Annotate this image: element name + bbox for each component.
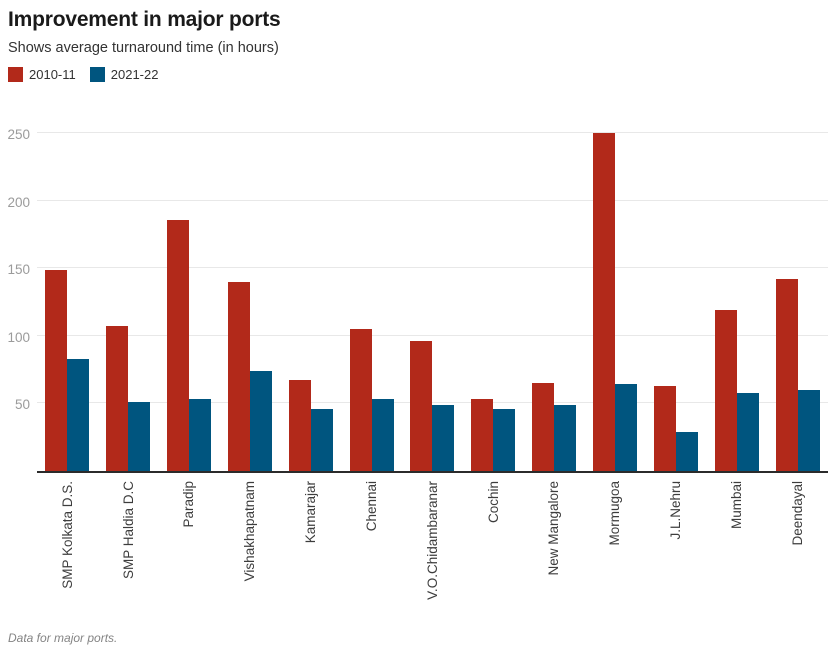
gridline (37, 335, 828, 336)
gridline (37, 267, 828, 268)
x-axis-label-cell: Deendayal (767, 481, 828, 616)
bar-2010-11 (471, 399, 494, 471)
x-axis: SMP Kolkata D.S. SMP Haldia D.C Paradip Vis… (37, 481, 828, 616)
plot-area (37, 120, 828, 473)
gridline (37, 402, 828, 403)
bar-2010-11 (410, 341, 433, 471)
bar-2021-22 (249, 371, 272, 471)
bar-2010-11 (167, 220, 190, 471)
bar-group (706, 120, 767, 471)
gridline (37, 132, 828, 133)
x-axis-label: J.L.Nehru (668, 481, 684, 540)
y-axis-label: 250 (7, 127, 30, 142)
bar-2021-22 (736, 393, 759, 471)
bar-2010-11 (653, 386, 676, 471)
bar-2021-22 (128, 402, 151, 471)
y-axis-label: 100 (7, 329, 30, 345)
bar-group (280, 120, 341, 471)
x-axis-label-cell: Mormugoa (585, 481, 646, 616)
bar-2010-11 (593, 133, 616, 471)
bar-group (402, 120, 463, 471)
x-axis-label-cell: Cochin (463, 481, 524, 616)
bar-group (159, 120, 220, 471)
bar-group (37, 120, 98, 471)
bar-group (463, 120, 524, 471)
bar-2010-11 (45, 270, 68, 471)
x-axis-label: V.O.Chidambaranar (424, 481, 440, 600)
chart-footnote: Data for major ports. (8, 631, 118, 645)
bar-group (767, 120, 828, 471)
legend-label: 2010-11 (29, 67, 76, 82)
x-axis-label: Mumbai (728, 481, 744, 530)
x-axis-label-cell: Kamarajar (280, 481, 341, 616)
chart-title: Improvement in major ports (8, 8, 281, 31)
bar-2021-22 (371, 399, 394, 471)
bar-2021-22 (432, 405, 455, 471)
bar-group (585, 120, 646, 471)
bar-2021-22 (675, 432, 698, 471)
bar-group (524, 120, 585, 471)
legend-item: 2010-11 (8, 67, 76, 82)
x-axis-label-cell: SMP Haldia D.C (98, 481, 159, 616)
x-axis-label: New Mangalore (546, 481, 562, 576)
bar-2021-22 (493, 409, 516, 471)
x-axis-label: Kamarajar (303, 481, 319, 544)
bar-2021-22 (67, 359, 90, 471)
bar-2010-11 (532, 383, 555, 471)
legend-swatch-icon (8, 67, 23, 82)
y-axis-label: 150 (7, 262, 30, 278)
legend-item: 2021-22 (89, 67, 159, 82)
bar-chart: 50 100 150 200 250 SMP Kolkata D.S. SMP Haldi… (0, 120, 830, 620)
chart-subtitle: Shows average turnaround time (in hours) (8, 40, 279, 56)
y-axis-label: 200 (7, 194, 30, 210)
x-axis-label: SMP Haldia D.C (120, 481, 136, 580)
bar-group (341, 120, 402, 471)
bar-group (220, 120, 281, 471)
x-axis-label-cell: Vishakhapatnam (220, 481, 281, 616)
x-axis-label-cell: SMP Kolkata D.S. (37, 481, 98, 616)
bar-2010-11 (714, 310, 737, 471)
x-axis-label: Paradip (181, 481, 197, 528)
x-axis-label-cell: V.O.Chidambaranar (402, 481, 463, 616)
legend-swatch-icon (89, 67, 105, 82)
bar-2021-22 (797, 390, 820, 471)
legend: 2010-11 2021-22 (8, 67, 158, 82)
x-axis-label-cell: J.L.Nehru (645, 481, 706, 616)
bar-2021-22 (189, 399, 212, 471)
bar-2010-11 (349, 329, 372, 471)
x-axis-label-cell: Mumbai (706, 481, 767, 616)
x-axis-label: Cochin (485, 481, 501, 524)
x-axis-label-cell: Paradip (159, 481, 220, 616)
x-axis-label: Mormugoa (607, 481, 623, 546)
bar-2010-11 (288, 380, 311, 471)
bar-2021-22 (310, 409, 333, 471)
x-axis-label-cell: Chennai (341, 481, 402, 616)
bar-2010-11 (106, 326, 129, 471)
y-axis-label: 50 (14, 397, 30, 413)
legend-label: 2021-22 (110, 67, 159, 82)
bar-2010-11 (227, 282, 250, 471)
x-axis-label: Vishakhapatnam (242, 481, 258, 582)
x-axis-label: SMP Kolkata D.S. (59, 481, 75, 589)
x-axis-label: Deendayal (789, 481, 805, 546)
x-axis-label-cell: New Mangalore (524, 481, 585, 616)
x-axis-label: Chennai (363, 481, 379, 532)
bars-row (37, 120, 828, 471)
bar-2010-11 (775, 279, 798, 471)
bar-group (645, 120, 706, 471)
bar-group (98, 120, 159, 471)
bar-2021-22 (554, 405, 577, 471)
gridline (37, 200, 828, 201)
bar-2021-22 (615, 384, 638, 471)
